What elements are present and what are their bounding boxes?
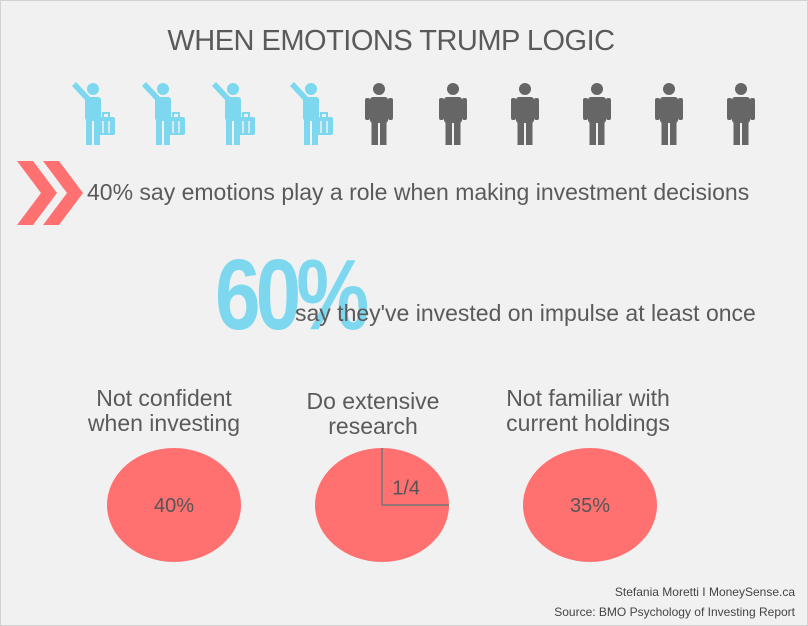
pie-label-extensive-research: Do extensive research — [306, 388, 440, 439]
pie-value-label: 40% — [154, 495, 194, 517]
impulse-percentage: 60% — [215, 239, 369, 351]
impulse-stat-text: say they've invested on impulse at least… — [295, 300, 756, 326]
people-icon-row — [1, 81, 807, 147]
pie-label-not-familiar: Not familiar with current holdings — [506, 385, 670, 436]
pie-chart-not-confident: 40% — [107, 448, 241, 562]
person-standing-icon — [427, 81, 479, 147]
double-chevron-right-icon — [17, 161, 83, 225]
pie-slice — [107, 448, 241, 562]
pie-slice — [523, 448, 657, 562]
businessperson-waving-icon — [207, 81, 259, 147]
quarter-slice-divider — [381, 448, 449, 506]
pie-value-label: 35% — [570, 495, 610, 517]
person-standing-icon — [353, 81, 405, 147]
person-standing-icon — [643, 81, 695, 147]
pie-label-not-confident: Not confident when investing — [87, 385, 241, 436]
emotions-stat-text: 40% say emotions play a role when making… — [87, 179, 750, 205]
businessperson-waving-icon — [137, 81, 189, 147]
person-standing-icon — [571, 81, 623, 147]
person-standing-icon — [499, 81, 551, 147]
businessperson-waving-icon — [285, 81, 337, 147]
pie-value-label: 1/4 — [392, 478, 420, 500]
pie-chart-not-familiar: 35% — [523, 448, 657, 562]
infographic-title: WHEN EMOTIONS TRUMP LOGIC — [167, 25, 615, 57]
businessperson-waving-icon — [67, 81, 119, 147]
source-credit: Source: BMO Psychology of Investing Repo… — [554, 605, 795, 619]
person-standing-icon — [715, 81, 767, 147]
author-credit: Stefania Moretti I MoneySense.ca — [614, 585, 795, 599]
pie-chart-extensive-research: 1/4 — [315, 448, 449, 562]
